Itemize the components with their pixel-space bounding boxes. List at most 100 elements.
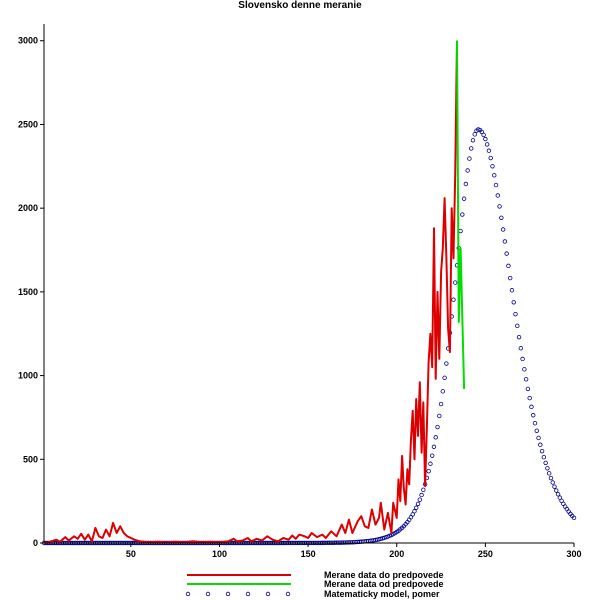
model-point xyxy=(527,395,532,401)
model-point xyxy=(520,356,525,362)
model-point xyxy=(511,300,516,305)
model-point xyxy=(461,196,467,201)
model-point xyxy=(557,495,563,500)
x-tick-label: 150 xyxy=(301,549,316,559)
x-tick-label: 300 xyxy=(566,549,581,559)
model-point xyxy=(515,323,520,329)
model-point xyxy=(470,138,476,143)
y-tick-label: 3000 xyxy=(18,36,38,46)
legend-swatch-model xyxy=(185,591,291,597)
legend: Merane data do predpovede Merane data od… xyxy=(185,570,444,599)
model-point xyxy=(415,501,421,507)
x-tick-label: 200 xyxy=(389,549,404,559)
model-point xyxy=(453,280,458,285)
model-point xyxy=(539,448,545,454)
model-point xyxy=(451,297,456,302)
model-point xyxy=(534,428,539,433)
legend-model-dot xyxy=(225,591,231,597)
model-point xyxy=(522,367,527,372)
legend-label-green: Merane data od predpovede xyxy=(324,579,444,589)
legend-model-dot xyxy=(285,591,291,597)
model-point xyxy=(499,215,504,220)
model-point xyxy=(532,421,538,426)
series-line-measured-before xyxy=(43,40,458,544)
y-tick-label: 1500 xyxy=(18,287,38,297)
model-point xyxy=(507,275,513,281)
model-point xyxy=(500,227,506,232)
model-point xyxy=(518,346,524,351)
model-point xyxy=(513,311,518,317)
model-point xyxy=(531,413,536,418)
x-ticks: 50 100 150 200 250 300 xyxy=(126,543,582,559)
x-tick-label: 100 xyxy=(212,549,227,559)
chart-title: Slovensko denne meranie xyxy=(238,0,362,11)
model-point xyxy=(541,455,547,460)
model-point xyxy=(444,361,449,366)
legend-model-dot xyxy=(185,591,191,597)
model-point xyxy=(504,251,509,256)
model-point xyxy=(435,424,440,430)
legend-label-red: Merane data do predpovede xyxy=(324,570,444,580)
model-point xyxy=(421,487,426,493)
model-point xyxy=(488,155,493,161)
model-point xyxy=(554,488,559,493)
model-point xyxy=(493,182,499,188)
model-point xyxy=(506,263,511,269)
model-point xyxy=(414,505,419,510)
model-point xyxy=(433,435,438,440)
model-point xyxy=(429,453,435,458)
model-point xyxy=(523,377,529,382)
axes xyxy=(43,24,574,544)
model-point xyxy=(458,228,463,234)
model-point xyxy=(571,515,577,521)
model-point xyxy=(440,389,446,394)
model-point xyxy=(437,413,442,419)
x-tick-label: 250 xyxy=(478,549,493,559)
series-line-measured-after xyxy=(456,40,466,390)
model-point xyxy=(467,156,472,161)
legend-model-dot xyxy=(265,591,271,597)
model-point xyxy=(472,132,477,137)
model-point xyxy=(546,471,552,476)
model-point xyxy=(536,435,541,441)
model-point xyxy=(502,239,508,244)
model-point xyxy=(538,442,543,447)
model-point xyxy=(412,509,417,514)
model-point xyxy=(419,492,424,498)
model-point xyxy=(552,484,557,489)
model-point xyxy=(486,148,492,153)
model-point xyxy=(545,466,550,471)
x-tick-label: 50 xyxy=(126,549,136,559)
y-tick-label: 2000 xyxy=(18,203,38,213)
model-point xyxy=(442,375,447,381)
model-point xyxy=(426,468,431,474)
model-point xyxy=(490,164,495,169)
model-point xyxy=(465,168,470,173)
y-tick-label: 0 xyxy=(33,538,38,548)
y-tick-label: 2500 xyxy=(18,119,38,129)
plot-area xyxy=(41,40,577,546)
model-point xyxy=(509,288,515,293)
model-point xyxy=(555,492,561,497)
y-ticks: 0 500 1000 1500 2000 2500 3000 xyxy=(18,36,44,548)
legend-label-model: Matematicky model, pomer xyxy=(324,589,440,599)
model-point xyxy=(497,204,502,209)
model-point xyxy=(516,334,522,340)
model-point xyxy=(550,480,555,485)
model-point xyxy=(438,401,444,407)
model-point xyxy=(463,181,469,187)
model-point xyxy=(484,142,490,147)
model-point xyxy=(481,132,486,138)
legend-model-dot xyxy=(205,591,211,597)
model-point xyxy=(529,404,534,410)
model-point xyxy=(548,475,554,481)
model-point xyxy=(468,146,474,151)
model-point xyxy=(410,512,415,517)
model-point xyxy=(492,173,497,178)
legend-model-dot xyxy=(245,591,251,597)
model-point xyxy=(431,444,437,450)
model-point xyxy=(417,497,422,502)
model-point xyxy=(460,212,465,217)
model-point xyxy=(495,193,500,198)
